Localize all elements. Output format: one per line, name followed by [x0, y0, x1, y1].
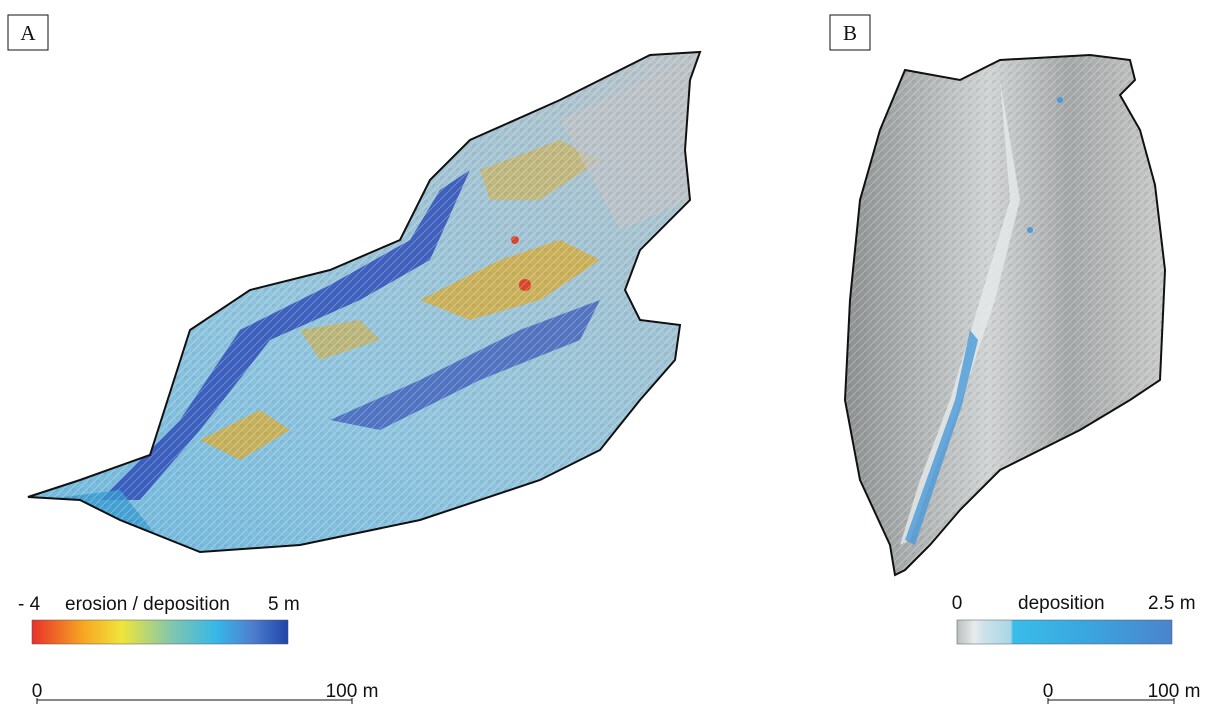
- map-a: [0, 40, 720, 560]
- legend-title: deposition: [1018, 593, 1105, 614]
- panel-label: A: [20, 21, 36, 45]
- panel-label: B: [843, 21, 857, 45]
- legend-max: 5 m: [268, 594, 300, 615]
- legend-min: 0: [952, 593, 963, 614]
- figure: A - 4 erosion / deposition 5 m 0 100 m B…: [0, 0, 1206, 704]
- legend-min: - 4: [18, 594, 41, 615]
- legend-title: erosion / deposition: [65, 594, 230, 615]
- legend-colorbar: [957, 620, 1172, 644]
- map-b: [845, 55, 1165, 575]
- legend-max: 2.5 m: [1148, 593, 1196, 614]
- legend-colorbar: [32, 620, 288, 644]
